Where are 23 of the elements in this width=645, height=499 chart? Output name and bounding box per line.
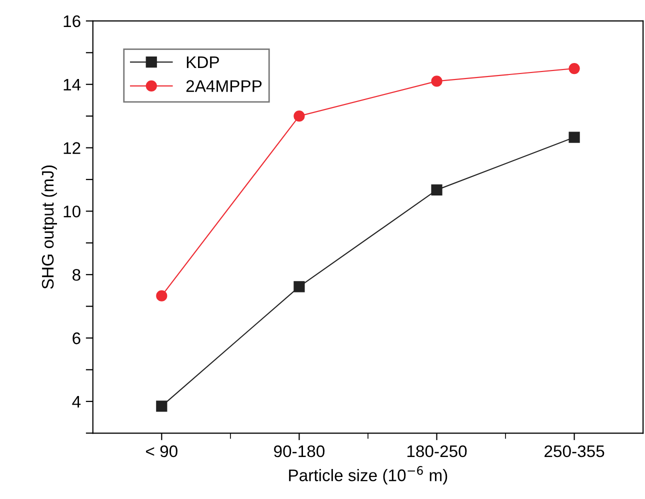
y-axis-title: SHG output (mJ) (41, 166, 57, 289)
y-tick-label: 14 (64, 78, 81, 90)
x-tick-label: 90-180 (274, 445, 324, 458)
y-tick-label: 8 (72, 269, 80, 281)
point (294, 110, 305, 122)
y-tick-label: 12 (64, 142, 80, 154)
point (294, 281, 305, 292)
x-tick-label: 250-355 (544, 445, 604, 458)
point (568, 62, 580, 74)
y-tick-label: 4 (72, 396, 81, 408)
legend-label: KDP (186, 56, 219, 68)
y-tick-label: 6 (72, 332, 80, 344)
point (156, 290, 168, 302)
y-tick-label: 10 (64, 206, 80, 218)
point (568, 132, 580, 143)
point (431, 76, 442, 87)
point (156, 400, 168, 412)
y-tick-label: 16 (64, 15, 80, 28)
point (431, 184, 442, 196)
legend-label: 2A4MPPP (186, 80, 262, 92)
x-tick-label: 180-250 (407, 445, 467, 458)
x-axis-title: Particle size (10$^{−6}$ m) (289, 466, 448, 485)
x-tick-label: < 90 (146, 445, 178, 458)
